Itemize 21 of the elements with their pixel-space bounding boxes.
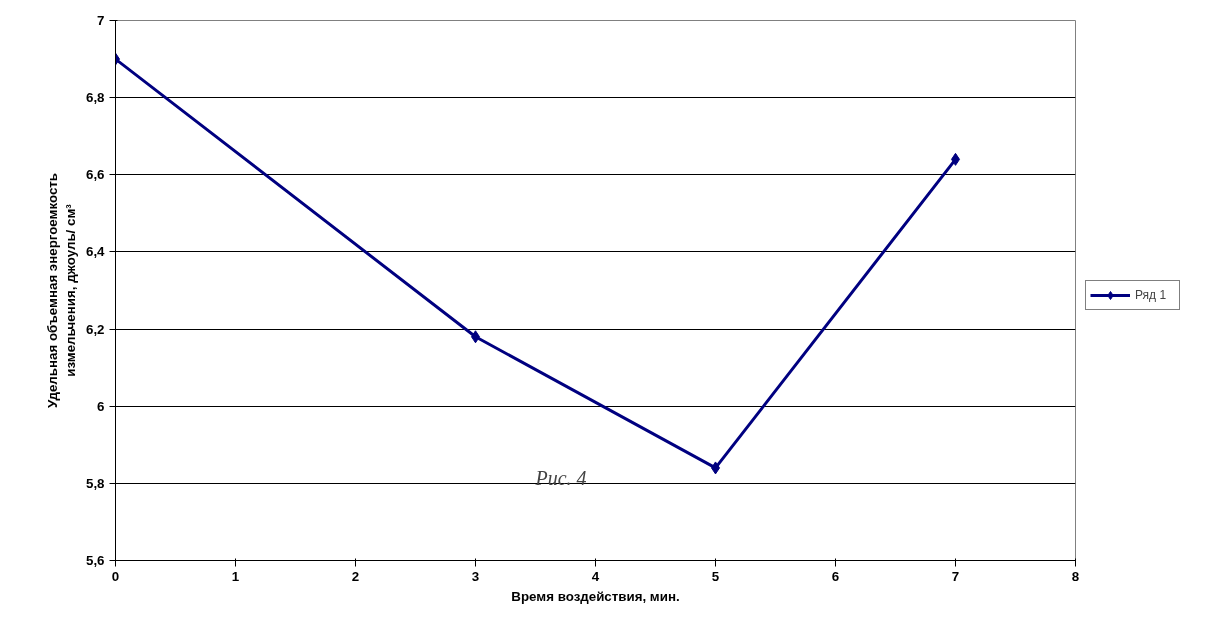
y-tick-label: 6,6 (85, 167, 105, 183)
y-tick-label: 6,8 (85, 90, 105, 106)
x-tick-label: 8 (1071, 568, 1080, 584)
y-tick-label: 6,2 (85, 321, 105, 337)
x-tick-label: 6 (831, 568, 840, 584)
x-tick-label: 7 (951, 568, 960, 584)
x-tick-label: 4 (591, 568, 600, 584)
legend-label: Ряд 1 (1135, 288, 1168, 302)
x-tick-label: 5 (711, 568, 720, 584)
y-tick-label: 7 (97, 13, 105, 28)
x-axis-title: Время воздействия, мин. (511, 588, 680, 604)
y-tick-label: 5,6 (85, 553, 105, 568)
x-tick-label: 0 (111, 568, 120, 584)
y-tick-label: 6 (97, 398, 105, 414)
y-tick-label: 5,8 (85, 475, 105, 491)
x-tick-label: 2 (351, 568, 360, 584)
y-axis-title: Удельная объемная энергоемкость измельчения, джоуль/ см³ (44, 172, 78, 409)
x-tick-label: 3 (471, 568, 480, 584)
y-tick-label: 6,4 (85, 244, 106, 260)
annotation: Рис. 4 (534, 466, 587, 489)
x-tick-label: 1 (231, 568, 240, 584)
